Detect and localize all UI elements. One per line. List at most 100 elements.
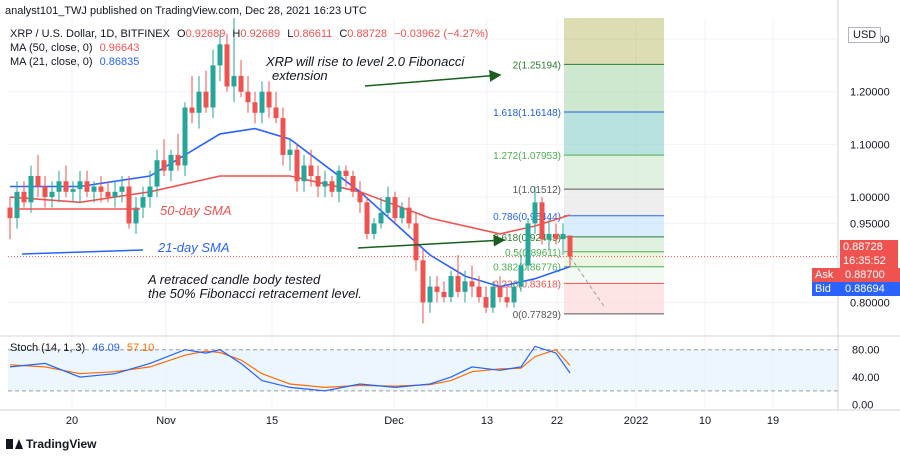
candle-body [238,75,244,92]
candle-body [161,160,167,171]
candle-body [308,165,314,176]
candle-body [84,181,90,192]
candle-body [455,276,461,292]
candle-body [413,223,419,261]
fib-band [564,64,664,113]
candle-body [553,233,559,240]
candle-body [56,181,62,192]
candle-body [63,181,69,192]
time-tick-label: 22 [551,415,563,427]
candle-body [511,286,517,303]
candle-body [343,170,349,176]
candle-body [35,176,41,187]
candle-body [273,107,279,119]
fib-level-label: 1(1.01512) [513,185,561,196]
candle-body [336,170,342,192]
candle-body [21,191,27,203]
tradingview-logo[interactable]: TradingView [6,437,96,451]
candle-body [266,91,272,108]
projection-line [569,256,606,308]
stoch-tick-label: 40.00 [852,372,880,384]
candle-body [462,281,468,292]
candle-body [532,202,538,224]
symbol-legend: XRP / U.S. Dollar, 1D, BITFINEX O0.92689… [10,28,489,40]
candle-body [14,191,20,219]
candle-body [364,202,370,234]
fib-level-label: 0.236(0.83618) [493,279,561,290]
candle-body [371,223,377,234]
candle-body [322,181,328,187]
candle-body [448,276,454,298]
candle-body [259,91,265,113]
fib-band [564,215,664,237]
candle-body [378,212,384,224]
candle-body [441,291,447,298]
candle-body [182,107,188,166]
ma21-legend[interactable]: MA (21, close, 0) 0.86835 [10,56,140,68]
time-tick-label: 20 [66,415,78,427]
time-tick-label: 15 [266,415,278,427]
candle-body [357,191,363,203]
candle-body [483,297,489,308]
countdown-tag: 16:35:52 [840,254,898,268]
candle-body [196,91,202,113]
candle-body [504,297,510,303]
candle-body [427,286,433,303]
annotation-arrow-retrace [357,234,506,249]
candle-body [217,44,223,66]
price-tick-label: 0.95000 [850,218,890,230]
stoch-legend[interactable]: Stoch (14, 1, 3) 46.09 57.10 [10,342,155,354]
candle-body [560,233,566,240]
candle-body [98,186,104,192]
fib-level-label: 1.618(1.16148) [493,108,561,119]
candle-body [126,186,132,224]
stoch-band [8,349,838,391]
annotation-21sma: 21-day SMA [158,240,230,255]
change-value: −0.03962 (−4.27%) [394,28,489,40]
annotation-50sma: 50-day SMA [160,203,232,218]
fib-band [564,236,664,252]
candle-body [385,197,391,213]
candle-body [119,186,125,192]
candle-body [168,154,174,171]
fib-level-label: 0.382(0.86776) [493,263,561,274]
candle-body [105,191,111,198]
ask-tag: Ask 0.88700 [812,268,900,282]
candle-body [476,286,482,298]
candle-body [7,207,13,219]
candle-body [469,281,475,287]
bid-tag: Bid 0.88694 [812,282,900,296]
candle-body [539,202,545,240]
last-price-tag: 0.88728 [840,240,898,254]
fib-band [564,112,664,156]
candle-body [497,286,503,298]
currency-label[interactable]: USD [848,27,882,43]
time-tick-label: 2022 [624,415,648,427]
candle-body [133,207,139,224]
candle-body [42,186,48,198]
candle-body [525,223,531,266]
symbol-label[interactable]: XRP / U.S. Dollar, 1D, BITFINEX [10,28,170,40]
candle-body [315,176,321,187]
candle-body [140,197,146,208]
fib-band [564,283,664,314]
candle-body [518,265,524,287]
fib-level-label: 2(1.25194) [513,60,561,71]
candle-body [567,235,573,257]
candle-body [189,107,195,113]
price-tick-label: 1.20000 [850,87,890,99]
annotation-21sma-line [21,249,144,255]
fib-band [564,189,664,216]
publish-header: analyst101_TWJ published on TradingView.… [5,5,367,17]
fib-level-label: 0.786(0.96444) [493,212,561,223]
time-tick-label: 10 [699,415,711,427]
annotation-retracement: A retraced candle body tested the 50% Fi… [148,272,362,301]
candle-body [231,75,237,87]
candle-body [406,207,412,224]
annotation-fib-target: XRP will rise to level 2.0 Fibonacci ext… [266,54,465,83]
candle-body [434,286,440,292]
ma50-legend[interactable]: MA (50, close, 0) 0.96643 [10,42,140,54]
candle-body [280,118,286,155]
candle-body [301,165,307,182]
